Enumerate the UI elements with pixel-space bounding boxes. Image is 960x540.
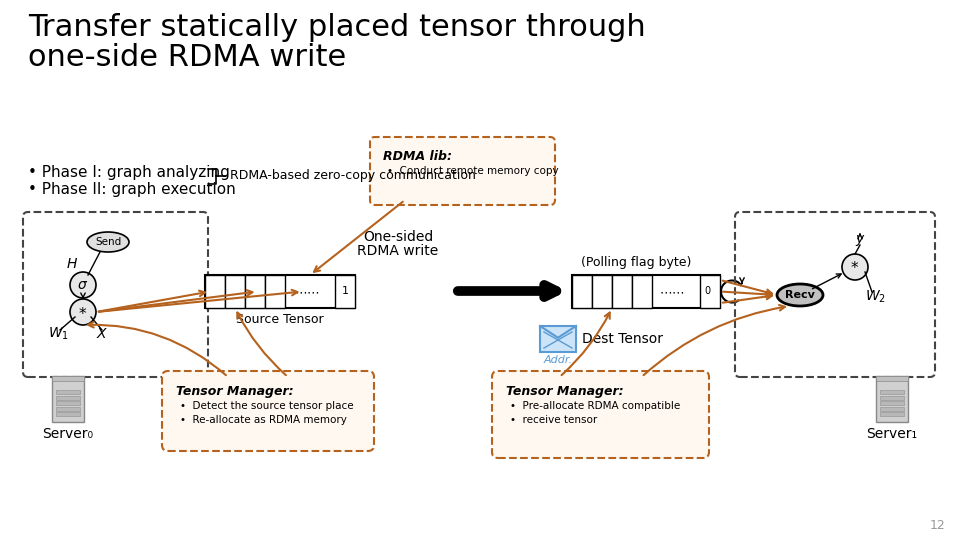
Bar [335, 275, 355, 308]
Bar [56, 401, 80, 405]
Bar [876, 376, 908, 381]
Bar [265, 275, 285, 308]
Bar [52, 376, 84, 381]
Text: Send: Send [95, 237, 121, 247]
Text: $\cdots\cdots$: $\cdots\cdots$ [294, 285, 320, 298]
Bar [56, 390, 80, 394]
Text: $X$: $X$ [96, 327, 108, 341]
Text: • Phase II: graph execution: • Phase II: graph execution [28, 182, 236, 197]
Text: $W_2$: $W_2$ [865, 289, 885, 305]
Text: Server₁: Server₁ [867, 427, 918, 441]
Bar [880, 390, 904, 394]
Text: Transfer statically placed tensor through: Transfer statically placed tensor throug… [28, 13, 646, 42]
Text: Addr.: Addr. [543, 355, 572, 365]
Text: • Phase I: graph analyzing: • Phase I: graph analyzing [28, 165, 229, 180]
Bar [632, 275, 652, 308]
Text: Source Tensor: Source Tensor [236, 313, 324, 326]
Text: $\cdots\cdots$: $\cdots\cdots$ [660, 285, 684, 298]
Text: Dest Tensor: Dest Tensor [582, 332, 663, 346]
Text: $*$: $*$ [851, 260, 859, 274]
Bar [880, 412, 904, 416]
Bar [876, 376, 908, 422]
Bar [56, 412, 80, 416]
Bar [880, 401, 904, 405]
Bar [572, 275, 592, 308]
Bar [880, 395, 904, 400]
Bar [56, 407, 80, 410]
Bar [245, 275, 265, 308]
Bar [540, 326, 576, 352]
Bar [880, 407, 904, 410]
Bar [205, 275, 225, 308]
Text: •  receive tensor: • receive tensor [510, 415, 597, 425]
Text: •  Re-allocate as RDMA memory: • Re-allocate as RDMA memory [180, 415, 347, 425]
Bar [700, 275, 720, 308]
Text: •  Pre-allocate RDMA compatible: • Pre-allocate RDMA compatible [510, 401, 681, 411]
Text: $W_1$: $W_1$ [47, 326, 68, 342]
Text: 1: 1 [342, 287, 348, 296]
Text: Recv: Recv [785, 290, 815, 300]
Circle shape [70, 272, 96, 298]
FancyBboxPatch shape [370, 137, 555, 205]
Bar [225, 275, 245, 308]
Text: one-side RDMA write: one-side RDMA write [28, 43, 347, 72]
Bar [205, 275, 355, 308]
Ellipse shape [87, 232, 129, 252]
Circle shape [842, 254, 868, 280]
Text: •  Conduct remote memory copy: • Conduct remote memory copy [387, 166, 559, 176]
Text: $y$: $y$ [854, 233, 865, 247]
Bar [612, 275, 632, 308]
Text: $H$: $H$ [66, 257, 78, 271]
Text: RDMA write: RDMA write [357, 244, 439, 258]
Text: Tensor Manager:: Tensor Manager: [506, 385, 624, 398]
Text: $*$: $*$ [79, 305, 87, 320]
FancyBboxPatch shape [162, 371, 374, 451]
Bar [572, 275, 720, 308]
Ellipse shape [777, 284, 823, 306]
Text: RDMA lib:: RDMA lib: [383, 150, 452, 163]
Text: Tensor Manager:: Tensor Manager: [176, 385, 294, 398]
FancyBboxPatch shape [492, 371, 709, 458]
Text: 0: 0 [704, 287, 710, 296]
Text: $\sigma$: $\sigma$ [78, 278, 88, 292]
Text: Server₀: Server₀ [42, 427, 93, 441]
Bar [52, 376, 84, 422]
Text: 12: 12 [929, 519, 945, 532]
Text: •  Detect the source tensor place: • Detect the source tensor place [180, 401, 353, 411]
Circle shape [70, 299, 96, 325]
Text: (Polling flag byte): (Polling flag byte) [581, 256, 691, 269]
Bar [592, 275, 612, 308]
Text: One-sided: One-sided [363, 230, 433, 244]
Text: RDMA-based zero-copy communication: RDMA-based zero-copy communication [230, 170, 476, 183]
Bar [56, 395, 80, 400]
